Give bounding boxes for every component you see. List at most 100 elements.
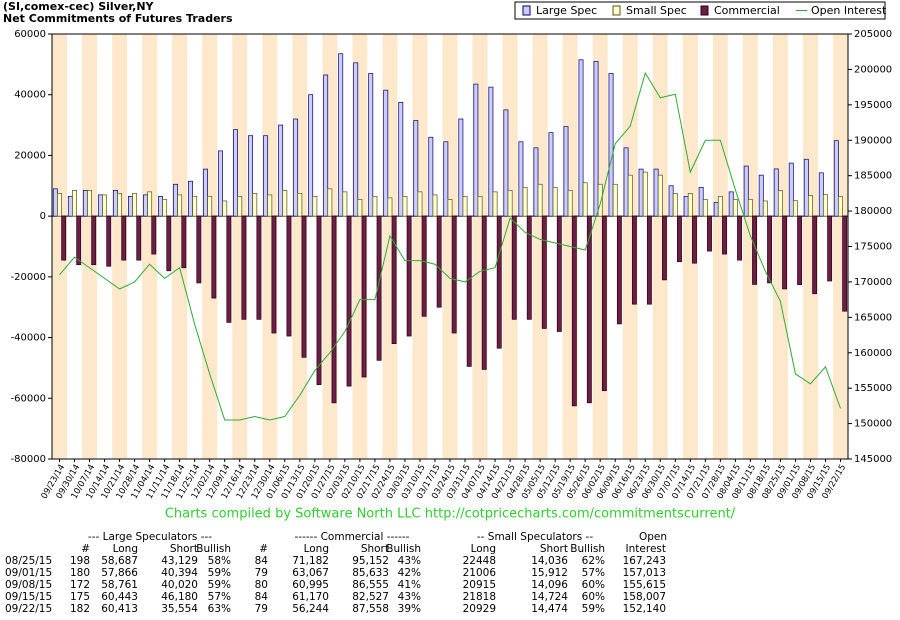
table-cell: 60,995 [292, 579, 329, 591]
bar [687, 193, 693, 217]
table-cell: 172 [70, 579, 90, 591]
bar [112, 189, 118, 217]
table-cell: 58% [208, 555, 231, 567]
bar [222, 200, 228, 217]
table-cell: 198 [70, 555, 90, 567]
bar [308, 94, 314, 217]
bar [342, 191, 348, 217]
table-cell: 59% [208, 579, 231, 591]
bar [522, 186, 528, 217]
bar [717, 196, 723, 217]
table-cell: 152,140 [623, 603, 666, 615]
table-cell: 22448 [463, 555, 496, 567]
table-group: -- Small Speculators -- [477, 531, 593, 543]
bar [252, 193, 258, 217]
table-header: Short [361, 543, 389, 555]
table-cell: 57% [582, 567, 605, 579]
table-cell: 57,866 [101, 567, 138, 579]
bar [87, 189, 92, 217]
bar [473, 83, 479, 217]
bar [597, 183, 603, 217]
table-cell: 175 [70, 591, 90, 603]
table-group: --- Large Speculators --- [88, 531, 212, 543]
bar [737, 215, 742, 261]
y2-tick-label: 150000 [854, 419, 892, 430]
table-cell: 84 [255, 591, 269, 603]
bar [496, 215, 502, 349]
bar [402, 196, 408, 217]
plot-frame [51, 33, 849, 460]
bar [601, 215, 607, 392]
legend-label: Commercial [714, 4, 780, 17]
bar [582, 182, 588, 217]
chart-title: (SI,comex-cec) Silver,NY [3, 0, 155, 13]
table-cell: 42% [398, 567, 421, 579]
y2-tick-label: 160000 [854, 348, 892, 359]
table-cell: 20915 [463, 579, 496, 591]
table-cell: 21818 [463, 591, 496, 603]
band-stripe [202, 34, 218, 459]
bar [143, 194, 148, 217]
bar [503, 109, 509, 217]
table-cell: 157,013 [623, 567, 666, 579]
table-cell: 86,555 [352, 579, 389, 591]
bar [567, 189, 573, 217]
bar [653, 168, 659, 217]
bar [256, 215, 262, 320]
bar [552, 186, 558, 217]
bar [383, 89, 389, 217]
band-stripe [742, 34, 758, 459]
bar [361, 215, 367, 378]
table-cell: 14,096 [531, 579, 568, 591]
bar [702, 199, 708, 217]
legend-swatch [700, 5, 709, 16]
bar [631, 215, 637, 305]
bar [642, 171, 648, 217]
bar [507, 189, 513, 217]
y2-tick-label: 190000 [854, 135, 892, 146]
table-cell: 43% [398, 591, 421, 603]
bar [387, 197, 393, 217]
bar [792, 200, 798, 217]
table-header: Short [540, 543, 568, 555]
y-tick-label: -60000 [11, 393, 46, 404]
table-group: Open [639, 531, 667, 543]
table-cell: 57% [208, 591, 231, 603]
y-tick-label: -20000 [11, 272, 46, 283]
bar [421, 215, 427, 317]
bar [833, 140, 839, 217]
table-cell: 60,443 [101, 591, 138, 603]
y2-tick-label: 175000 [854, 242, 892, 253]
bar [72, 189, 77, 217]
table-cell: 14,724 [531, 591, 568, 603]
table-cell: 182 [70, 603, 90, 615]
table-header: Long [113, 543, 138, 555]
y2-tick-label: 145000 [854, 454, 892, 465]
bar [218, 150, 223, 217]
bar [462, 196, 468, 217]
bar [327, 188, 333, 217]
table-cell: 09/08/15 [5, 579, 52, 591]
bar [481, 215, 487, 370]
legend-label: Small Spec [626, 4, 687, 17]
bar [492, 191, 498, 217]
bar [391, 215, 397, 344]
bar [818, 172, 824, 217]
bar [338, 53, 344, 217]
bar [57, 193, 62, 217]
table-header: Long [304, 543, 329, 555]
bar [237, 196, 243, 217]
bar [331, 215, 337, 404]
bar [158, 196, 163, 217]
bar [323, 74, 329, 217]
bar [627, 174, 633, 217]
band-stripe [142, 34, 158, 459]
bar [556, 215, 562, 332]
bar [732, 199, 738, 217]
table-cell: 62% [582, 555, 605, 567]
band-stripe [82, 34, 98, 459]
table-cell: 08/25/15 [5, 555, 52, 567]
bar [797, 215, 803, 285]
table-cell: 20929 [463, 603, 496, 615]
table-cell: 59% [582, 603, 605, 615]
